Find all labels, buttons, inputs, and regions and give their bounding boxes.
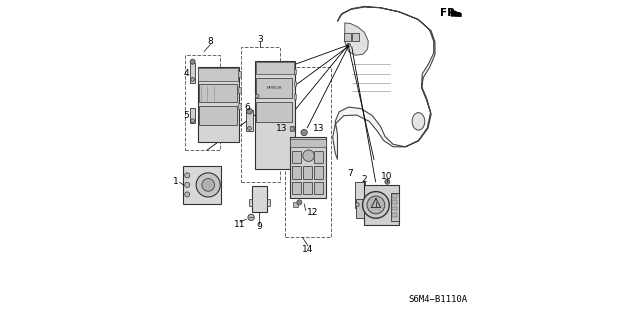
Text: 2: 2 (362, 175, 367, 184)
Circle shape (246, 108, 252, 114)
Bar (392, 206, 397, 210)
Circle shape (362, 192, 389, 218)
Bar (199, 84, 237, 102)
Bar (185, 55, 220, 150)
Bar (344, 33, 351, 41)
Bar (355, 182, 365, 208)
Text: MIRROR: MIRROR (266, 86, 282, 90)
Bar (294, 94, 296, 99)
Bar (238, 87, 241, 93)
Bar (392, 200, 397, 204)
Bar (252, 187, 267, 212)
Bar (238, 103, 241, 109)
Bar (392, 213, 397, 217)
Bar (246, 110, 253, 131)
Text: 5: 5 (184, 111, 189, 120)
Text: 6: 6 (244, 103, 250, 112)
Text: 12: 12 (307, 208, 318, 217)
Bar (198, 67, 239, 142)
Bar (292, 167, 301, 179)
Bar (292, 151, 301, 163)
Bar (294, 81, 296, 86)
Bar (198, 68, 238, 81)
Circle shape (367, 196, 385, 214)
Bar (294, 69, 296, 74)
Text: 11: 11 (234, 220, 246, 229)
Bar (241, 47, 280, 182)
Text: 9: 9 (257, 222, 262, 231)
Circle shape (297, 200, 302, 205)
Polygon shape (345, 23, 368, 55)
Circle shape (248, 214, 254, 220)
Bar (255, 62, 294, 74)
Bar (314, 182, 323, 195)
Circle shape (190, 59, 195, 64)
Text: 8: 8 (207, 38, 213, 47)
Bar (293, 202, 298, 206)
Bar (314, 151, 323, 163)
Bar (184, 166, 221, 204)
Bar (257, 78, 292, 98)
Bar (303, 182, 312, 195)
Bar (292, 182, 301, 195)
Text: 1: 1 (173, 177, 179, 186)
Bar (314, 167, 323, 179)
Circle shape (303, 150, 314, 161)
Text: FR.: FR. (440, 8, 459, 18)
Circle shape (347, 43, 351, 47)
Bar (291, 138, 326, 147)
Text: 13: 13 (313, 124, 324, 133)
Circle shape (191, 78, 195, 81)
Text: 7: 7 (348, 169, 353, 178)
Text: 13: 13 (276, 124, 287, 133)
Text: 10: 10 (381, 173, 392, 182)
Bar (290, 137, 326, 197)
Circle shape (290, 127, 294, 130)
Circle shape (301, 129, 307, 136)
Ellipse shape (412, 113, 425, 130)
Bar (238, 71, 241, 77)
Bar (303, 167, 312, 179)
Polygon shape (333, 6, 435, 160)
Text: 4: 4 (184, 69, 189, 78)
Bar (257, 102, 292, 122)
Circle shape (255, 94, 259, 98)
Bar (356, 199, 364, 218)
Polygon shape (451, 10, 461, 16)
Bar (364, 185, 399, 225)
Text: 14: 14 (302, 245, 314, 254)
Bar (255, 61, 294, 169)
Bar (392, 194, 397, 197)
Bar (190, 108, 195, 123)
Bar (391, 193, 399, 221)
Circle shape (185, 192, 190, 197)
Circle shape (191, 119, 195, 123)
Bar (248, 199, 252, 205)
Bar (199, 106, 237, 124)
Circle shape (185, 182, 190, 188)
Bar (285, 67, 331, 237)
Bar (190, 63, 195, 83)
Text: 3: 3 (257, 35, 263, 44)
Circle shape (385, 179, 390, 184)
Bar (290, 126, 294, 131)
Circle shape (185, 173, 190, 178)
Text: S6M4−B1110A: S6M4−B1110A (408, 295, 467, 304)
Circle shape (202, 179, 214, 191)
Circle shape (248, 126, 252, 130)
Circle shape (356, 203, 360, 206)
Circle shape (196, 173, 220, 197)
Bar (267, 199, 270, 205)
Bar (352, 33, 359, 41)
